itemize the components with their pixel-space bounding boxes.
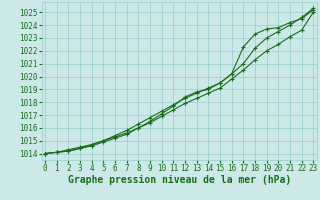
X-axis label: Graphe pression niveau de la mer (hPa): Graphe pression niveau de la mer (hPa) (68, 175, 291, 185)
